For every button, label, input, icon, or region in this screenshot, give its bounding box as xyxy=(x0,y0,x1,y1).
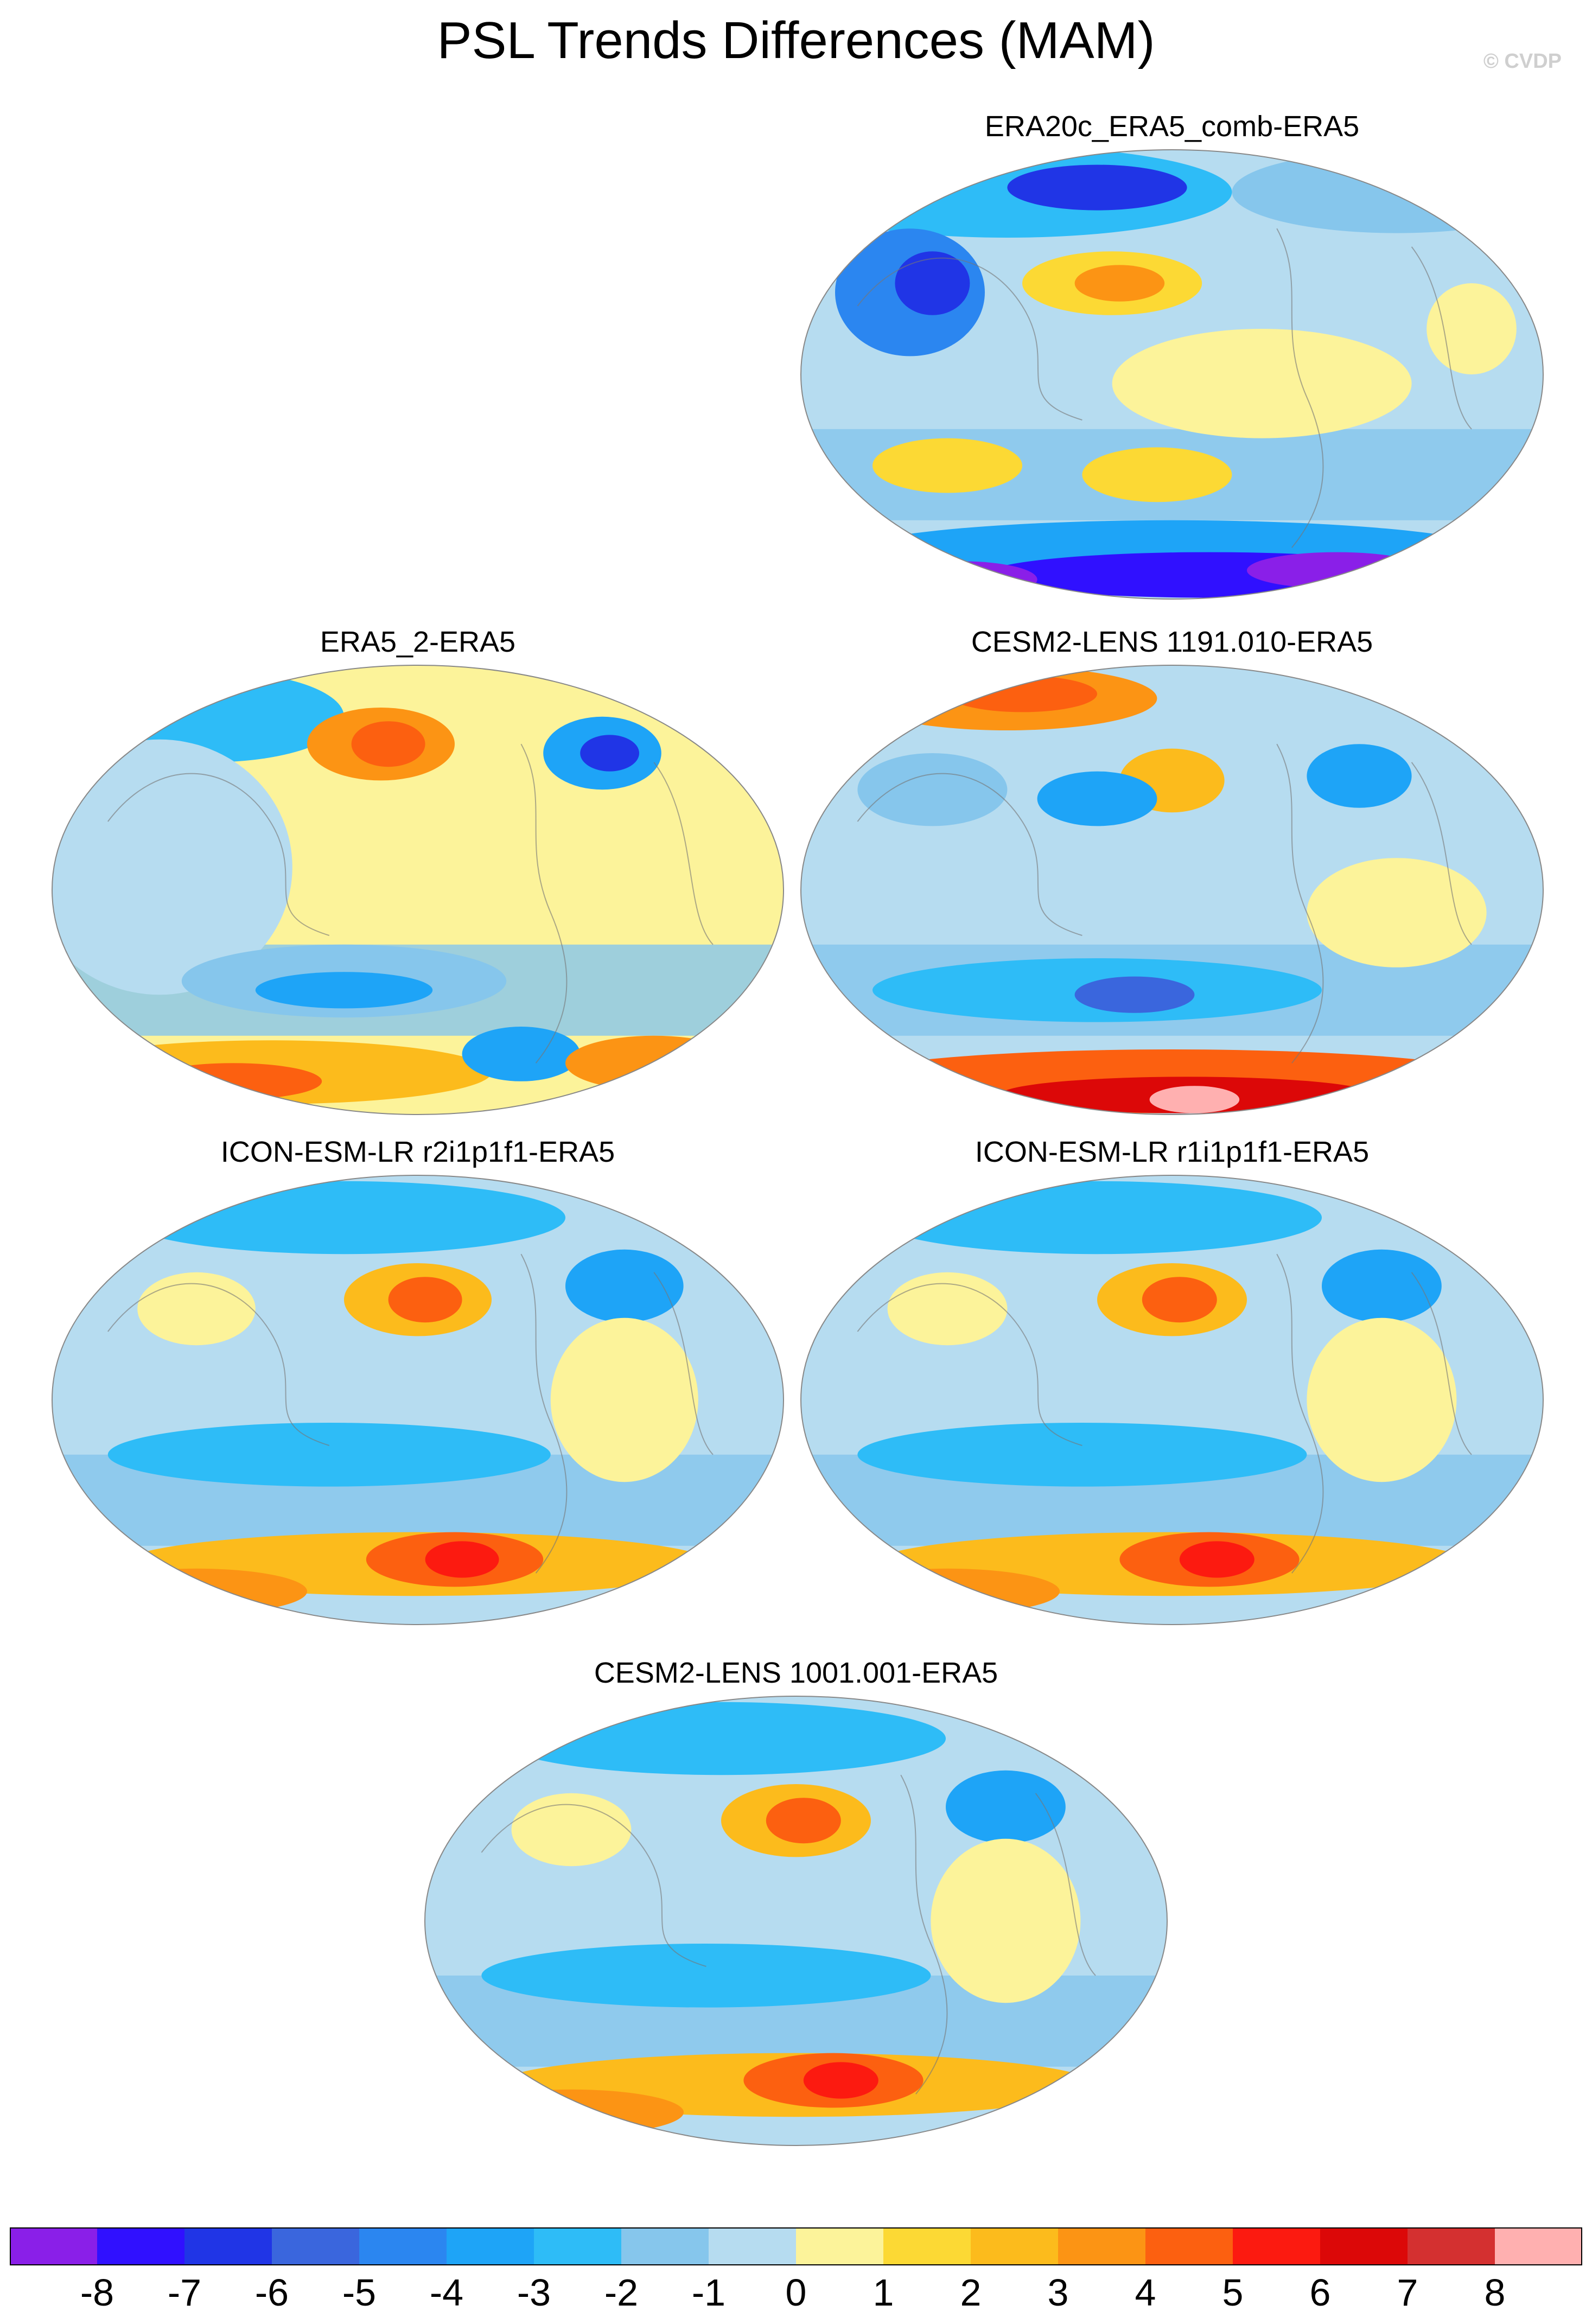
colorbar-swatch xyxy=(883,2227,971,2265)
colorbar-tick-label: 4 xyxy=(1135,2271,1156,2314)
colorbar-tick-label: -7 xyxy=(167,2271,202,2314)
colorbar-tick-label: 8 xyxy=(1484,2271,1506,2314)
colorbar-swatch xyxy=(97,2227,185,2265)
panel-title-4: ICON-ESM-LR r2i1p1f1-ERA5 xyxy=(220,1136,615,1168)
colorbar-tick-label: -2 xyxy=(604,2271,639,2314)
colorbar-tick-label: 5 xyxy=(1222,2271,1244,2314)
colorbar-tick-label: -5 xyxy=(342,2271,377,2314)
colorbar-swatch xyxy=(184,2227,272,2265)
map-panel-6 xyxy=(424,1696,1168,2146)
colorbar-swatch xyxy=(1320,2227,1408,2265)
colorbar-swatch xyxy=(534,2227,622,2265)
colorbar-tick-label: 3 xyxy=(1047,2271,1069,2314)
colorbar-swatch xyxy=(447,2227,534,2265)
map-panel-2 xyxy=(52,665,784,1115)
colorbar-tick-label: 1 xyxy=(873,2271,894,2314)
map-panel-1 xyxy=(800,149,1544,600)
colorbar-swatch xyxy=(1408,2227,1495,2265)
cvdp-credit: © CVDP xyxy=(1483,50,1562,73)
colorbar xyxy=(10,2227,1582,2265)
figure-title: PSL Trends Differences (MAM) xyxy=(437,11,1155,69)
colorbar-swatch xyxy=(1495,2227,1582,2265)
panel-title-3: CESM2-LENS 1191.010-ERA5 xyxy=(971,626,1373,658)
colorbar-tick-label: 2 xyxy=(960,2271,982,2314)
map-panel-5 xyxy=(800,1175,1544,1625)
map-panel-4 xyxy=(52,1175,784,1625)
colorbar-swatch xyxy=(796,2227,884,2265)
colorbar-swatch xyxy=(10,2227,98,2265)
panel-title-5: ICON-ESM-LR r1i1p1f1-ERA5 xyxy=(975,1136,1370,1168)
colorbar-tick-label: 7 xyxy=(1397,2271,1418,2314)
colorbar-swatch xyxy=(709,2227,797,2265)
colorbar-swatch xyxy=(1233,2227,1321,2265)
colorbar-swatch xyxy=(272,2227,360,2265)
panel-title-6: CESM2-LENS 1001.001-ERA5 xyxy=(594,1657,998,1689)
colorbar-tick-label: 0 xyxy=(785,2271,807,2314)
colorbar-tick-label: -6 xyxy=(254,2271,289,2314)
colorbar-tick-label: -8 xyxy=(80,2271,114,2314)
panel-title-1: ERA20c_ERA5_comb-ERA5 xyxy=(984,110,1360,143)
colorbar-swatch xyxy=(971,2227,1059,2265)
colorbar-tick-label: -1 xyxy=(691,2271,726,2314)
map-panel-3 xyxy=(800,665,1544,1115)
colorbar-tick-label: -4 xyxy=(429,2271,464,2314)
colorbar-tick-label: -3 xyxy=(517,2271,551,2314)
colorbar-swatch xyxy=(621,2227,709,2265)
colorbar-tick-label: 6 xyxy=(1309,2271,1331,2314)
colorbar-swatch xyxy=(359,2227,447,2265)
colorbar-swatch xyxy=(1145,2227,1233,2265)
colorbar-swatch xyxy=(1058,2227,1146,2265)
panel-title-2: ERA5_2-ERA5 xyxy=(320,626,516,658)
